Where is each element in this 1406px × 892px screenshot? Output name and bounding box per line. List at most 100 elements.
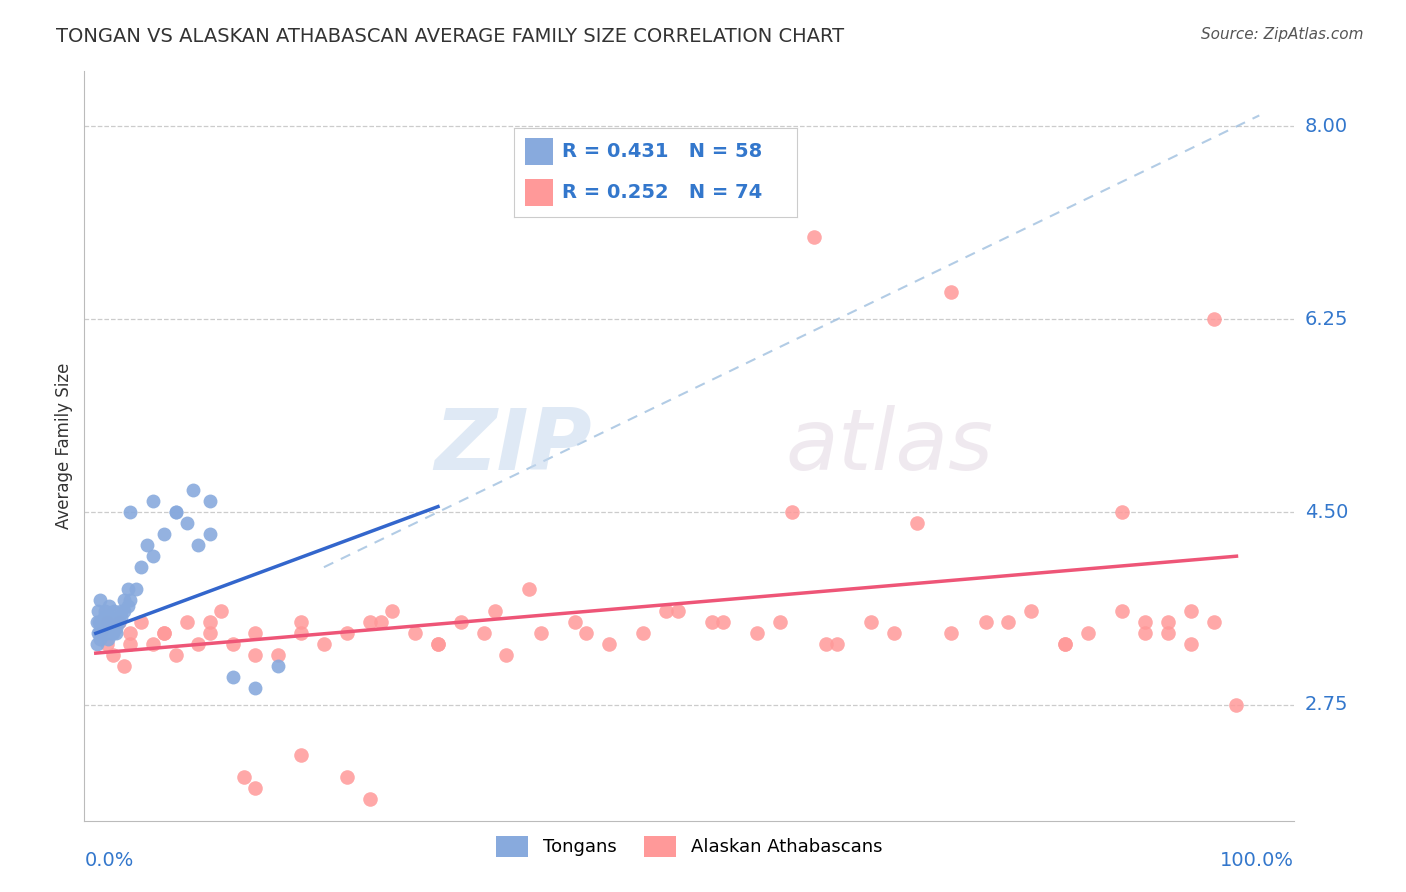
Point xyxy=(427,637,450,651)
Point xyxy=(117,599,139,613)
Point xyxy=(1180,604,1202,618)
Point xyxy=(125,582,148,597)
Text: 6.25: 6.25 xyxy=(1305,310,1348,329)
Point xyxy=(142,549,165,564)
Bar xyxy=(524,179,553,206)
Point xyxy=(633,626,655,640)
Point xyxy=(101,626,124,640)
Point xyxy=(90,626,112,640)
Point xyxy=(187,637,209,651)
Point xyxy=(107,609,129,624)
Point xyxy=(118,593,141,607)
Point xyxy=(118,626,141,640)
Point xyxy=(860,615,883,630)
Point xyxy=(91,615,114,630)
Point xyxy=(89,615,111,630)
Point xyxy=(181,483,204,497)
Point xyxy=(103,604,125,618)
Point xyxy=(118,637,141,651)
Point xyxy=(93,626,115,640)
Point xyxy=(90,621,112,635)
Point xyxy=(381,604,404,618)
Point xyxy=(221,670,243,684)
Point xyxy=(1054,637,1077,651)
Text: 4.50: 4.50 xyxy=(1305,502,1348,522)
Point xyxy=(87,604,110,618)
Point xyxy=(100,626,122,640)
Point xyxy=(165,648,187,663)
Point xyxy=(101,615,124,630)
Point xyxy=(530,626,553,640)
Point xyxy=(336,770,359,784)
Point xyxy=(974,615,997,630)
Point xyxy=(564,615,586,630)
Point xyxy=(1157,626,1180,640)
Point xyxy=(89,626,111,640)
Point xyxy=(1202,615,1225,630)
Point xyxy=(153,626,176,640)
Point xyxy=(97,632,120,646)
Point xyxy=(484,604,506,618)
Point xyxy=(87,626,110,640)
Point xyxy=(198,494,221,508)
Point xyxy=(131,615,153,630)
Point xyxy=(153,527,176,541)
Point xyxy=(780,505,803,519)
Point xyxy=(105,626,128,640)
Point xyxy=(96,637,118,651)
Point xyxy=(370,615,392,630)
Point xyxy=(575,626,598,640)
Point xyxy=(245,681,267,696)
Text: 100.0%: 100.0% xyxy=(1219,851,1294,870)
Text: TONGAN VS ALASKAN ATHABASCAN AVERAGE FAMILY SIZE CORRELATION CHART: TONGAN VS ALASKAN ATHABASCAN AVERAGE FAM… xyxy=(56,27,845,45)
Point xyxy=(769,615,792,630)
Legend: Tongans, Alaskan Athabascans: Tongans, Alaskan Athabascans xyxy=(489,829,889,864)
Text: 0.0%: 0.0% xyxy=(84,851,134,870)
Point xyxy=(96,626,118,640)
Point xyxy=(89,593,111,607)
Point xyxy=(96,621,118,635)
Point xyxy=(883,626,905,640)
Point xyxy=(1180,637,1202,651)
Point xyxy=(1202,312,1225,326)
Point xyxy=(814,637,837,651)
Point xyxy=(666,604,689,618)
Point xyxy=(1111,604,1133,618)
Text: atlas: atlas xyxy=(786,404,994,488)
Point xyxy=(94,615,117,630)
Point xyxy=(94,621,117,635)
Point xyxy=(112,604,135,618)
Bar xyxy=(524,138,553,165)
Point xyxy=(245,626,267,640)
Point xyxy=(198,615,221,630)
Point xyxy=(450,615,472,630)
Point xyxy=(700,615,723,630)
Point xyxy=(747,626,769,640)
Point xyxy=(118,505,141,519)
Point xyxy=(110,604,132,618)
Point xyxy=(941,626,963,640)
Point xyxy=(142,637,165,651)
Point xyxy=(495,648,517,663)
Point xyxy=(359,791,381,805)
Point xyxy=(107,615,129,630)
Text: ZIP: ZIP xyxy=(434,404,592,488)
Point xyxy=(101,648,124,663)
Text: 2.75: 2.75 xyxy=(1305,696,1348,714)
Point xyxy=(153,626,176,640)
Point xyxy=(131,560,153,574)
Point xyxy=(233,770,256,784)
Point xyxy=(267,659,290,673)
Point xyxy=(117,582,139,597)
Point xyxy=(404,626,426,640)
Point xyxy=(136,538,159,552)
Point xyxy=(96,615,118,630)
Point xyxy=(86,615,108,630)
Point xyxy=(176,615,198,630)
Point xyxy=(97,609,120,624)
Point xyxy=(1157,615,1180,630)
Point xyxy=(517,582,540,597)
Point xyxy=(905,516,928,530)
Point xyxy=(267,648,290,663)
Point xyxy=(312,637,335,651)
